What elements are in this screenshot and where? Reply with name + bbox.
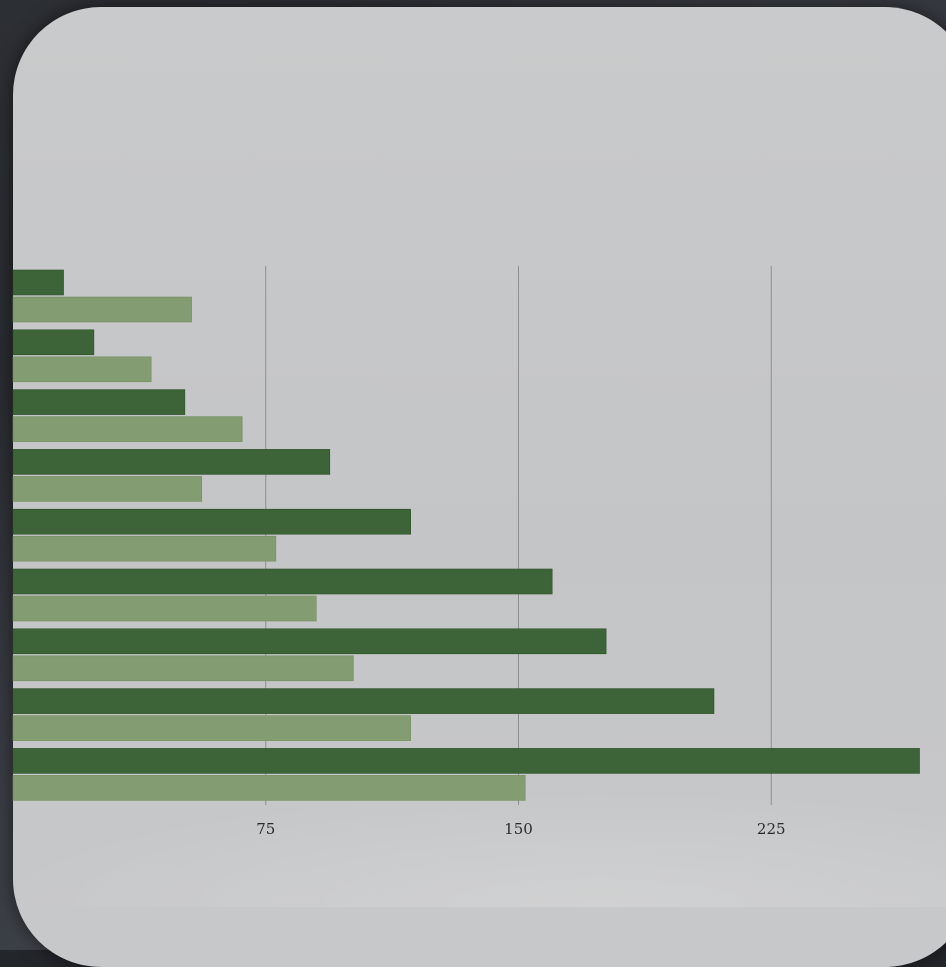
bar-series-2-row-4	[12, 476, 203, 502]
bar-series-1-row-6	[12, 568, 553, 595]
x-axis-ticks: 75 150 225	[256, 820, 785, 838]
bar-series-1-row-2	[12, 329, 95, 356]
bar-series-2-row-8	[12, 715, 411, 741]
gridlines	[265, 266, 772, 805]
x-tick-label: 75	[256, 820, 275, 838]
x-tick-label: 150	[504, 820, 533, 838]
x-tick-label: 225	[757, 820, 786, 838]
bar-series-1-row-8	[12, 688, 715, 714]
bar-series-2-row-9	[12, 775, 526, 801]
bar-series-1-row-4	[12, 449, 331, 475]
bar-series-2-row-1	[12, 296, 192, 323]
bar-series-1-row-1	[12, 269, 64, 296]
bar-series-1-row-5	[12, 508, 411, 535]
bar-series-2-row-3	[12, 416, 243, 442]
bar-series-2-row-2	[12, 356, 152, 383]
bar-series-1-row-9	[12, 748, 920, 774]
bars	[12, 269, 920, 801]
bar-series-2-row-7	[12, 655, 354, 682]
bar-series-1-row-3	[12, 389, 186, 415]
bar-series-1-row-7	[12, 628, 607, 655]
bar-series-2-row-6	[12, 595, 317, 622]
bar-series-2-row-5	[12, 535, 277, 562]
